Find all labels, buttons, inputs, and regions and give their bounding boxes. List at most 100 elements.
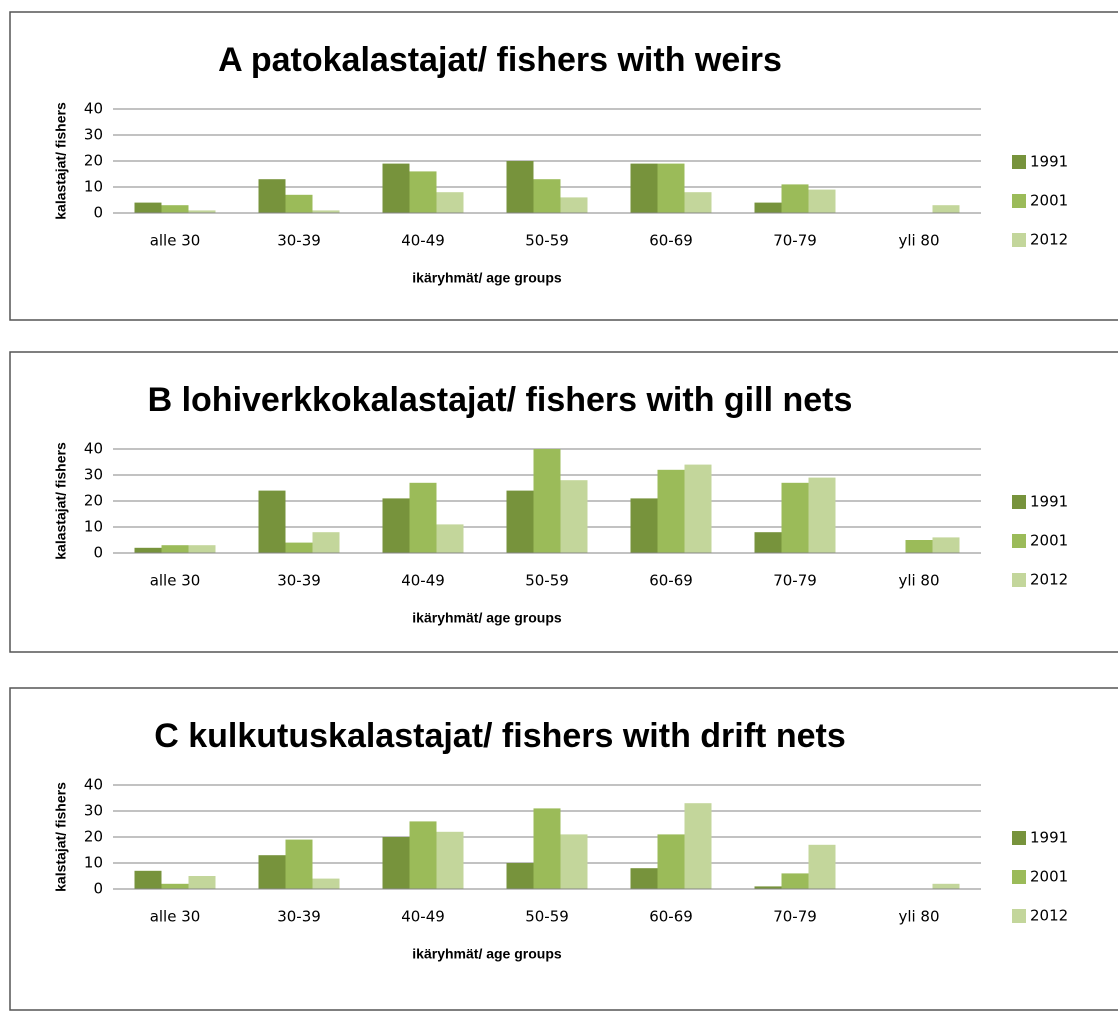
- legend-label: 1991: [1030, 153, 1068, 171]
- x-tick-label: 70-79: [773, 232, 817, 250]
- legend-swatch: [1012, 573, 1026, 587]
- bar: [161, 545, 189, 553]
- bar: [161, 883, 189, 889]
- legend-label: 2001: [1030, 532, 1068, 550]
- x-tick-label: yli 80: [898, 572, 939, 590]
- y-tick-label: 30: [84, 802, 103, 820]
- bar: [188, 210, 216, 213]
- legend-swatch: [1012, 155, 1026, 169]
- x-tick-label: 50-59: [525, 572, 569, 590]
- bar: [560, 197, 588, 213]
- bar: [161, 205, 189, 213]
- legend-swatch: [1012, 194, 1026, 208]
- bar: [134, 202, 162, 213]
- bar: [436, 524, 464, 553]
- x-tick-label: 40-49: [401, 232, 445, 250]
- legend-label: 2012: [1030, 907, 1068, 925]
- bar: [188, 545, 216, 553]
- bar: [312, 532, 340, 553]
- bar: [436, 192, 464, 213]
- bar: [781, 184, 809, 213]
- x-tick-label: 60-69: [649, 572, 693, 590]
- x-tick-label: 70-79: [773, 908, 817, 926]
- legend-swatch: [1012, 909, 1026, 923]
- x-tick-label: alle 30: [150, 232, 201, 250]
- x-tick-label: 60-69: [649, 908, 693, 926]
- bar: [684, 464, 712, 553]
- bar: [533, 179, 561, 213]
- x-tick-label: yli 80: [898, 908, 939, 926]
- bar: [409, 171, 437, 213]
- y-tick-label: 0: [93, 544, 103, 562]
- y-tick-label: 40: [84, 440, 103, 458]
- bar: [312, 210, 340, 213]
- legend-label: 2012: [1030, 571, 1068, 589]
- bar: [932, 537, 960, 553]
- bar: [285, 839, 313, 889]
- x-tick-label: 70-79: [773, 572, 817, 590]
- bar: [781, 482, 809, 553]
- bar: [754, 532, 782, 553]
- bar: [258, 179, 286, 213]
- x-tick-label: 40-49: [401, 572, 445, 590]
- bar: [781, 873, 809, 889]
- bar: [382, 498, 410, 553]
- legend-swatch: [1012, 870, 1026, 884]
- bar: [684, 803, 712, 889]
- y-tick-label: 30: [84, 126, 103, 144]
- legend-label: 1991: [1030, 493, 1068, 511]
- bar: [657, 834, 685, 889]
- panel-frame: [9, 687, 1118, 1011]
- x-tick-label: 30-39: [277, 572, 321, 590]
- bar: [409, 821, 437, 889]
- x-tick-label: yli 80: [898, 232, 939, 250]
- legend-swatch: [1012, 534, 1026, 548]
- bar: [409, 482, 437, 553]
- y-tick-label: 40: [84, 776, 103, 794]
- bar: [188, 876, 216, 889]
- bar: [533, 449, 561, 553]
- x-tick-label: 60-69: [649, 232, 693, 250]
- x-axis-title: ikäryhmät/ age groups: [412, 610, 562, 626]
- y-tick-label: 10: [84, 178, 103, 196]
- x-axis-title: ikäryhmät/ age groups: [412, 946, 562, 962]
- bar: [134, 547, 162, 553]
- panel-frame: [9, 11, 1118, 321]
- y-tick-label: 0: [93, 204, 103, 222]
- bar: [808, 477, 836, 553]
- y-axis-title: kalstajat/ fishers: [53, 782, 69, 892]
- x-axis-title: ikäryhmät/ age groups: [412, 270, 562, 286]
- panel-frame: [9, 351, 1118, 653]
- bar: [533, 808, 561, 889]
- bar: [560, 834, 588, 889]
- x-tick-label: alle 30: [150, 908, 201, 926]
- bar: [134, 870, 162, 889]
- bar: [506, 490, 534, 553]
- x-tick-label: 30-39: [277, 232, 321, 250]
- chart-title: B lohiverkkokalastajat/ fishers with gil…: [148, 381, 853, 419]
- bar: [905, 540, 933, 553]
- y-axis-title: kalastajat/ fishers: [53, 442, 69, 560]
- y-tick-label: 40: [84, 100, 103, 118]
- bar: [312, 878, 340, 889]
- y-tick-label: 10: [84, 854, 103, 872]
- y-tick-label: 10: [84, 518, 103, 536]
- bar: [932, 205, 960, 213]
- bar: [436, 831, 464, 889]
- legend-swatch: [1012, 831, 1026, 845]
- y-tick-label: 30: [84, 466, 103, 484]
- bar: [630, 868, 658, 889]
- bar: [657, 469, 685, 553]
- y-tick-label: 0: [93, 880, 103, 898]
- legend-label: 2001: [1030, 868, 1068, 886]
- bar: [657, 163, 685, 213]
- x-tick-label: 50-59: [525, 908, 569, 926]
- legend-label: 2012: [1030, 231, 1068, 249]
- bar: [754, 202, 782, 213]
- legend-label: 1991: [1030, 829, 1068, 847]
- chart-title: A patokalastajat/ fishers with weirs: [218, 41, 782, 79]
- x-tick-label: 40-49: [401, 908, 445, 926]
- bar: [382, 837, 410, 889]
- bar: [258, 490, 286, 553]
- bar: [684, 192, 712, 213]
